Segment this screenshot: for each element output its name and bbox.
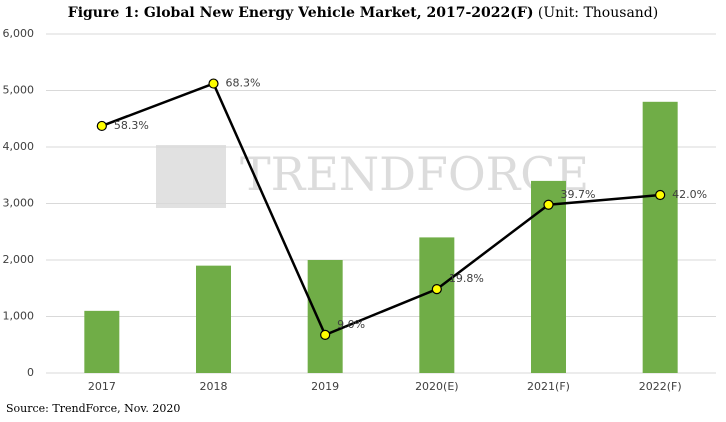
bar (196, 265, 231, 373)
line-marker (320, 329, 331, 340)
chart-subtitle: (Unit: Thousand) (538, 5, 658, 21)
bar (84, 310, 120, 373)
y-tick-label: 2,000 (3, 253, 35, 266)
data-label: 58.3% (114, 119, 149, 132)
line (101, 81, 661, 337)
data-label: 19.8% (449, 272, 484, 285)
watermark-block (156, 145, 226, 208)
y-tick-label: 4,000 (3, 140, 35, 153)
data-label: 39.7% (561, 188, 596, 201)
y-tick-label: 3,000 (3, 197, 35, 210)
watermark: TRENDFORCE (240, 147, 589, 201)
line-marker (208, 78, 219, 89)
x-tick-label: 2022(F) (639, 380, 682, 393)
chart-title: Figure 1: Global New Energy Vehicle Mark… (68, 5, 534, 21)
x-tick-label: 2018 (200, 380, 228, 393)
source-note: Source: TrendForce, Nov. 2020 (6, 402, 180, 415)
data-label: 68.3% (226, 77, 261, 90)
watermark-logo (156, 145, 226, 208)
bar (419, 237, 455, 373)
data-label: 42.0% (672, 188, 707, 201)
y-tick-label: 0 (27, 366, 34, 379)
line-marker (96, 120, 107, 132)
x-tick-label: 2021(F) (527, 380, 570, 393)
x-tick-label: 2020(E) (415, 380, 459, 393)
y-tick-label: 1,000 (3, 310, 35, 323)
line-marker (655, 189, 666, 201)
bar (307, 260, 343, 373)
x-tick-label: 2019 (311, 380, 339, 393)
chart-title-line: Figure 1: Global New Energy Vehicle Mark… (68, 5, 658, 21)
line-marker (543, 199, 554, 210)
line-marker (431, 283, 442, 295)
bar (642, 101, 678, 374)
y-tick-label: 6,000 (3, 27, 35, 40)
data-label: 9.0% (337, 318, 365, 331)
x-tick-label: 2017 (88, 380, 116, 393)
y-tick-label: 5,000 (3, 84, 35, 97)
